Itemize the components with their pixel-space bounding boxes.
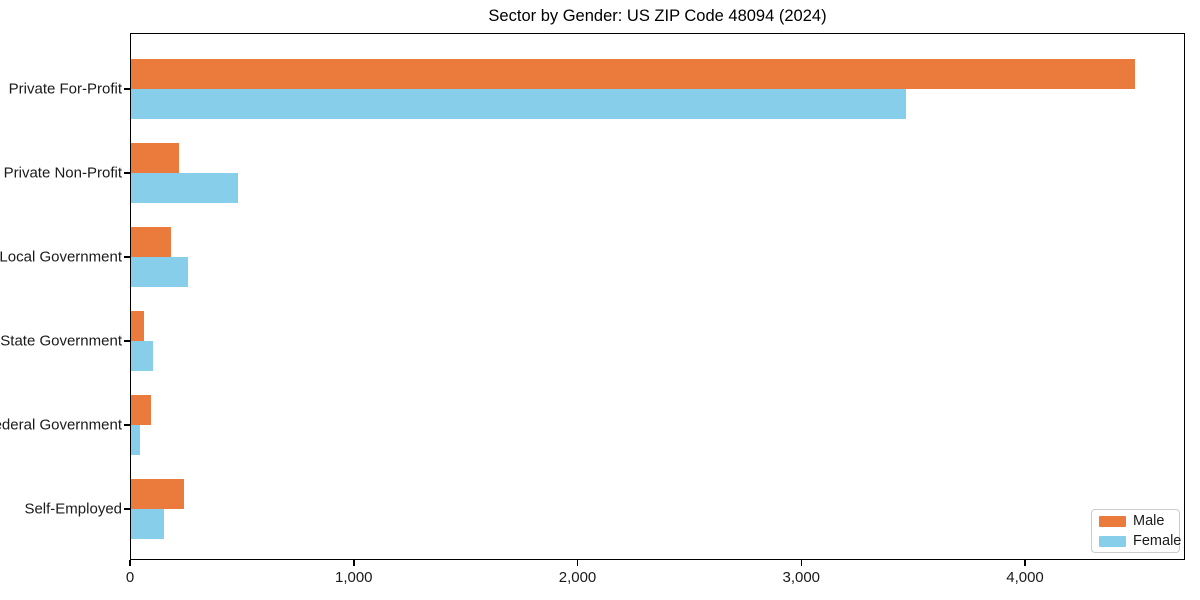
bar-male-federal-government — [131, 394, 151, 425]
x-axis-tick — [129, 560, 131, 566]
y-axis-tick — [124, 508, 130, 510]
bar-male-state-government — [131, 310, 144, 341]
y-axis-label-local-government: Local Government — [0, 248, 122, 266]
bar-male-local-government — [131, 226, 172, 257]
bar-female-private-non-profit — [131, 172, 239, 203]
x-axis-tick — [1024, 560, 1026, 566]
x-axis-tick-label: 1,000 — [334, 569, 373, 586]
legend-label-male: Male — [1133, 513, 1165, 529]
y-axis-tick — [124, 88, 130, 90]
y-axis-label-private-non-profit: Private Non-Profit — [3, 164, 122, 182]
x-axis-tick-label: 4,000 — [1006, 569, 1044, 586]
y-axis-label-self-employed: Self-Employed — [24, 500, 122, 518]
legend-label-female: Female — [1133, 533, 1182, 549]
y-axis-tick — [124, 424, 130, 426]
bar-male-private-non-profit — [131, 142, 180, 173]
y-axis-label-private-for-profit: Private For-Profit — [8, 80, 122, 98]
bar-female-federal-government — [131, 424, 140, 455]
y-axis-tick — [124, 172, 130, 174]
x-axis-tick-label: 2,000 — [558, 569, 597, 586]
x-axis-tick — [576, 560, 579, 566]
legend-swatch-male — [1099, 515, 1126, 527]
bar-male-private-for-profit — [131, 58, 1135, 89]
x-axis-tick-label: 3,000 — [782, 569, 821, 586]
bar-male-self-employed — [131, 478, 184, 509]
legend: Male Female — [1091, 509, 1181, 553]
y-axis-label-federal-government: Federal Government — [0, 416, 122, 434]
legend-swatch-female — [1099, 535, 1126, 547]
legend-item-male: Male — [1099, 513, 1172, 529]
bar-female-state-government — [131, 340, 153, 371]
y-axis-tick — [124, 256, 130, 258]
plot-area — [130, 33, 1185, 560]
y-axis-tick — [124, 340, 130, 342]
x-axis-tick-label: 0 — [125, 569, 135, 586]
legend-item-female: Female — [1099, 533, 1181, 549]
x-axis-tick — [353, 560, 355, 566]
bar-female-local-government — [131, 256, 189, 287]
y-axis-label-state-government: State Government — [0, 332, 122, 350]
bar-female-private-for-profit — [131, 88, 907, 119]
bar-female-self-employed — [131, 508, 164, 539]
x-axis-tick — [800, 560, 802, 566]
chart-title: Sector by Gender: US ZIP Code 48094 (202… — [488, 7, 827, 25]
